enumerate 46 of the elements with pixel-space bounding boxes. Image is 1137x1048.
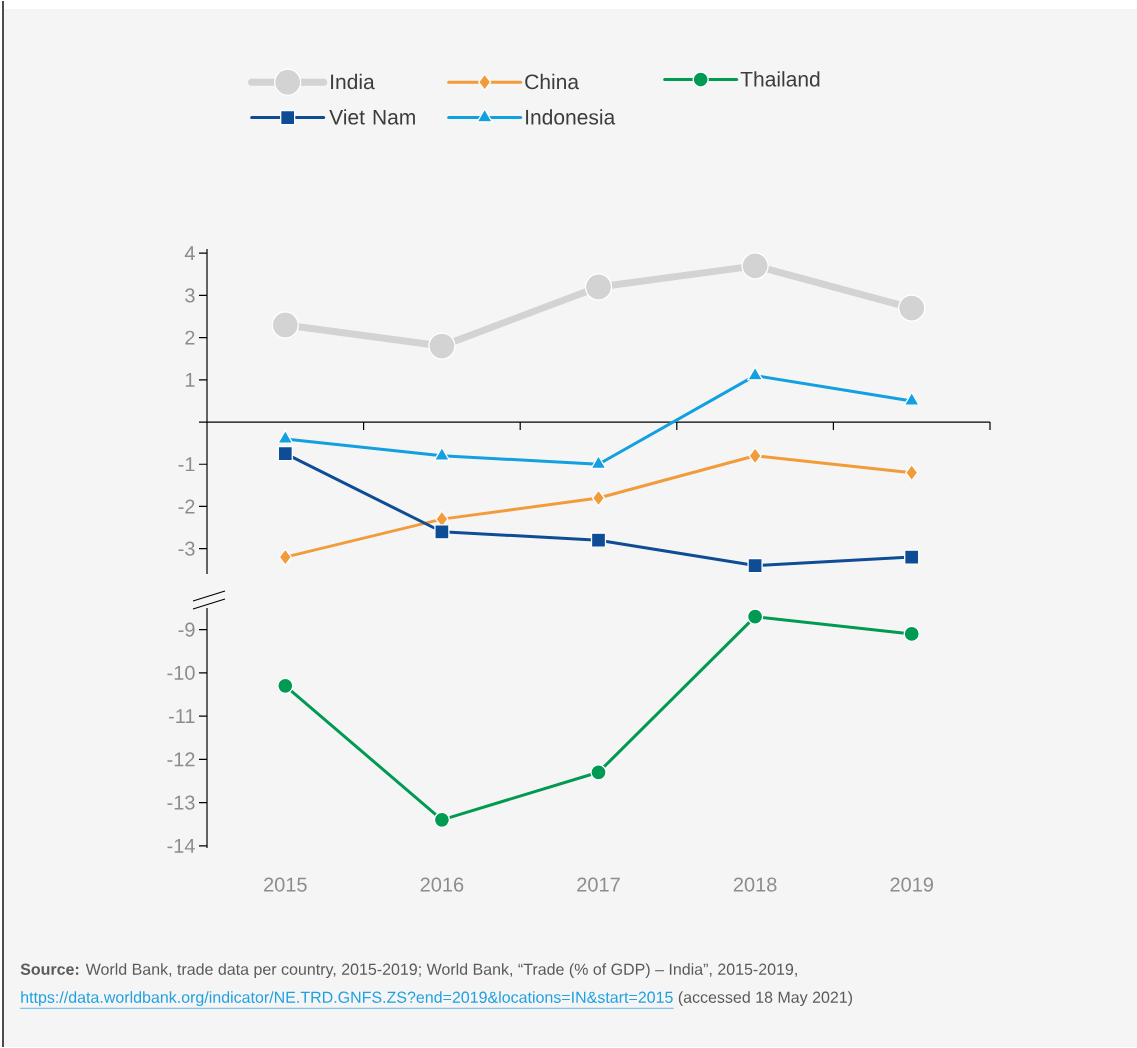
- y-tick-label: -3: [178, 541, 195, 556]
- x-tick-label: 2017: [577, 877, 620, 892]
- y-tick-label: 3: [185, 288, 195, 303]
- text: https://data.worldbank.org/indicator/NE.TRD.GNFS.ZS?end=2019&locations=IN&start=2015: [21, 991, 673, 1007]
- point: [590, 532, 607, 548]
- point: [591, 489, 606, 507]
- point: [748, 447, 762, 465]
- x-tick-label: 2018: [733, 877, 777, 892]
- legend-label: Thailand: [740, 71, 820, 87]
- x-tick-label: 2016: [420, 877, 464, 892]
- y-tick-label: -2: [178, 499, 195, 514]
- y-tick-label: 1: [185, 372, 195, 387]
- point: [277, 677, 294, 694]
- text: Source: World Bank, trade data per country, 2015-2019; World Bank, “Trade (% of GDP) – India”, 2015-2019,: [20, 963, 797, 979]
- y-tick-label: -10: [167, 665, 195, 680]
- point: [898, 294, 926, 322]
- point: [904, 549, 920, 565]
- point: [271, 311, 299, 339]
- y-tick-label: 2: [185, 330, 195, 345]
- point: [905, 464, 919, 482]
- point: [746, 608, 764, 625]
- point: [741, 252, 769, 280]
- legend-label: Indonesia: [526, 109, 616, 125]
- y-tick-label: 4: [184, 246, 195, 261]
- point: [903, 625, 920, 643]
- point: [428, 332, 456, 360]
- legend-label: Viet Nam: [329, 109, 415, 125]
- point: [434, 524, 450, 540]
- legend-label: India: [331, 73, 375, 90]
- y-tick-label: -9: [178, 622, 195, 637]
- y-tick-label: -11: [168, 709, 195, 723]
- point: [433, 811, 451, 829]
- point: [590, 764, 607, 781]
- y-tick-label: -12: [167, 752, 195, 767]
- point: [277, 446, 293, 462]
- text: (accessed 18 May 2021): [678, 991, 853, 1007]
- y-tick-label: -14: [167, 838, 195, 853]
- point: [278, 548, 292, 566]
- x-tick-label: 2019: [890, 877, 933, 892]
- x-tick-label: 2015: [264, 877, 307, 892]
- y-tick-label: -13: [167, 795, 195, 810]
- legend-label: China: [525, 73, 580, 90]
- y-tick-label: -1: [178, 457, 195, 472]
- point: [590, 455, 607, 470]
- point: [747, 557, 763, 574]
- point: [584, 273, 613, 301]
